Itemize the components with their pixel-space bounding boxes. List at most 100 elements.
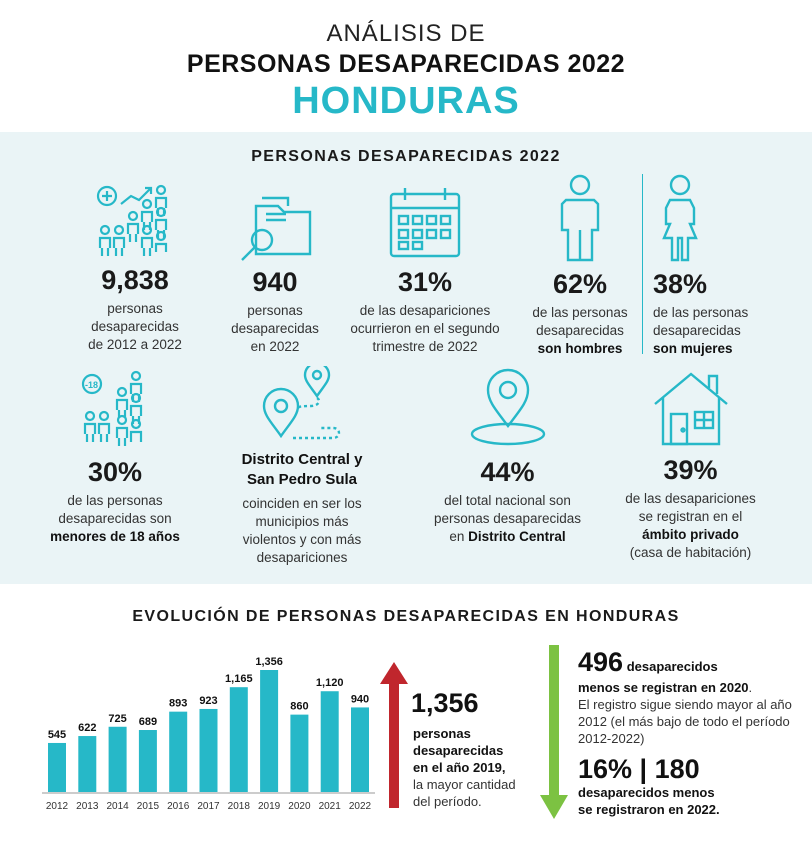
stat-title: Distrito Central y <box>241 451 363 468</box>
decrease-2020: 496 desaparecidos menos se registran en … <box>578 645 808 748</box>
peak-text-line: en el año 2019, <box>413 759 506 775</box>
bar-2019 <box>260 670 279 792</box>
data-label: 1,165 <box>225 673 253 685</box>
bar-2020 <box>290 714 309 792</box>
stat-value: 39% <box>663 455 718 485</box>
woman-icon <box>662 174 698 262</box>
stat-text: Distrito Central <box>468 529 566 545</box>
tick-label: 2019 <box>258 801 281 812</box>
tick-label: 2022 <box>349 801 372 812</box>
bar-chart: 545 2012 622 2013 725 2014 689 2015 893 2016 923 20… <box>42 656 375 812</box>
stat-text: ámbito privado <box>642 527 739 543</box>
stat-text: en <box>449 529 469 545</box>
stat-2022: 940 personas desaparecidas en 2022 <box>200 182 350 356</box>
stat-municipios: Distrito Central y San Pedro Sula coinci… <box>222 366 382 567</box>
stat-ambito-privado: 39% de las desapariciones se registran e… <box>608 368 773 563</box>
location-pin-icon <box>470 368 545 446</box>
stat-text: (casa de habitación) <box>629 545 752 561</box>
title-line-2: PERSONAS DESAPARECIDAS 2022 <box>186 50 626 78</box>
stat-text: son hombres <box>537 341 623 357</box>
stat-text: personas <box>247 302 303 318</box>
stat-text: se registran en el <box>638 508 743 524</box>
stat-title: San Pedro Sula <box>246 471 358 489</box>
stat-value: 44% <box>480 457 535 487</box>
decrease-2022-value: 16% | 180 <box>578 754 700 784</box>
decrease-2020-label: menos se registran en 2020 <box>578 680 749 696</box>
stat-text: personas <box>107 300 163 316</box>
title-country: HONDURAS <box>292 80 520 122</box>
stat-value: 9,838 <box>101 265 169 295</box>
minors-icon: -18 <box>81 370 143 446</box>
tick-label: 2012 <box>46 801 69 812</box>
bar-2021 <box>320 691 339 792</box>
svg-text:-18: -18 <box>85 380 98 390</box>
stat-mujeres: 38% de las personas desaparecidas son mu… <box>645 174 765 358</box>
house-icon <box>653 372 728 446</box>
bar-2017 <box>199 708 218 792</box>
tick-label: 2020 <box>288 801 311 812</box>
stat-text: de las personas <box>67 492 163 508</box>
stat-hombres: 62% de las personas desaparecidas son ho… <box>520 174 640 358</box>
data-label: 545 <box>48 729 66 741</box>
bar-2012 <box>48 742 66 792</box>
stat-text: menores de 18 años <box>50 529 180 545</box>
peak-text: personas desaparecidas en el año 2019, l… <box>413 726 543 810</box>
stat-text: de las personas <box>653 304 749 320</box>
stat-value: 31% <box>397 267 453 297</box>
bar-2014 <box>108 726 127 792</box>
decrease-2022: 16% | 180 desaparecidos menos se registr… <box>578 754 808 818</box>
stat-value: 38% <box>653 269 708 299</box>
stat-distrito-central: 44% del total nacional son personas desa… <box>420 368 595 546</box>
stat-text: en 2022 <box>250 339 300 355</box>
header: ANÁLISIS DE PERSONAS DESAPARECIDAS 2022 … <box>0 0 812 128</box>
peak-text-line: personas <box>413 726 471 741</box>
panel-title: PERSONAS DESAPARECIDAS 2022 <box>251 148 561 165</box>
data-label: 1,120 <box>316 677 344 689</box>
stat-text: trimestre de 2022 <box>372 339 478 355</box>
stat-text: desapariciones <box>256 550 348 566</box>
data-label: 622 <box>78 722 96 734</box>
tick-label: 2016 <box>167 801 190 812</box>
peak-value: 1,356 <box>411 688 479 718</box>
bar-2016 <box>169 711 188 792</box>
stat-value: 940 <box>252 267 298 297</box>
data-label: 860 <box>290 701 308 713</box>
stat-trimestre: 31% de las desapariciones ocurrieron en … <box>345 182 505 356</box>
bar-2018 <box>229 687 248 792</box>
calendar-icon <box>389 188 461 258</box>
decrease-2020-value: 496 <box>578 647 624 677</box>
stat-text: desaparecidas <box>536 322 624 338</box>
tick-label: 2018 <box>228 801 251 812</box>
divider <box>642 174 643 354</box>
stat-total: 9,838 personas desaparecidas de 2012 a 2… <box>50 182 220 354</box>
peak-text-line: la mayor cantidad <box>413 776 516 792</box>
peak-text-line: desaparecidas <box>413 742 504 758</box>
summary-panel: PERSONAS DESAPARECIDAS 2022 9,838 person… <box>0 132 812 584</box>
title-line-1: ANÁLISIS DE <box>326 20 486 47</box>
bar-2022 <box>351 707 369 792</box>
stat-text: de las personas <box>532 304 628 320</box>
data-label: 893 <box>169 698 187 710</box>
peak-text-line: del período. <box>413 793 482 809</box>
decrease-2022-label: desaparecidos menos <box>578 784 715 800</box>
stat-text: de 2012 a 2022 <box>88 337 182 353</box>
decrease-2022-label: se registraron en 2022 <box>578 801 717 817</box>
tick-label: 2017 <box>197 801 220 812</box>
stat-menores: -18 30% de las personas desaparecidas so… <box>40 370 190 546</box>
tick-label: 2021 <box>319 801 342 812</box>
tick-label: 2014 <box>106 801 129 812</box>
folder-search-icon <box>241 196 312 261</box>
man-icon <box>560 174 600 262</box>
stat-text: violentos y con más <box>242 531 362 547</box>
decrease-2020-note: El registro sigue siendo mayor al año 20… <box>578 696 792 746</box>
data-label: 940 <box>351 693 369 705</box>
stat-text: de las desapariciones <box>625 490 756 506</box>
bar-2015 <box>138 730 157 792</box>
tick-label: 2013 <box>76 801 99 812</box>
stat-text: desaparecidas <box>653 322 741 338</box>
stat-text: de las desapariciones <box>359 302 491 318</box>
stat-text: desaparecidas son <box>58 510 172 526</box>
up-arrow-icon <box>380 662 408 808</box>
bar-2013 <box>78 736 97 792</box>
route-pins-icon <box>262 366 341 440</box>
